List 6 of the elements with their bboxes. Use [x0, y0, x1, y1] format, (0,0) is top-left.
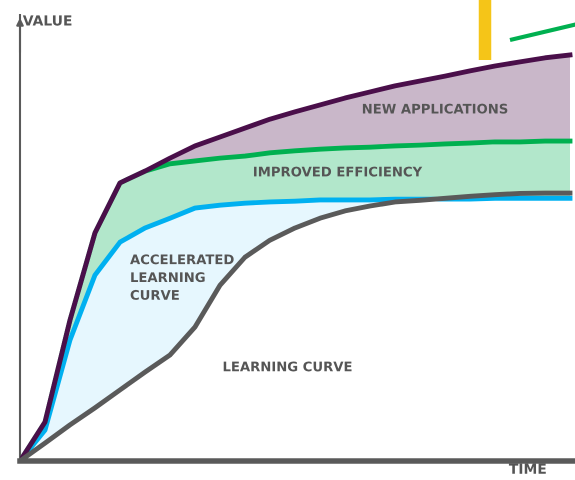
annotation: NEW APPLICATIONS	[362, 104, 508, 114]
y-axis-title: VALUE	[22, 15, 72, 26]
x-axis-title: TIME	[508, 464, 546, 474]
annotation: IMPROVED EFFICIENCY	[254, 166, 422, 177]
annotation: ACCELERATED LEARNING CURVE	[130, 254, 234, 300]
annotation: LEARNING CURVE	[224, 361, 352, 372]
